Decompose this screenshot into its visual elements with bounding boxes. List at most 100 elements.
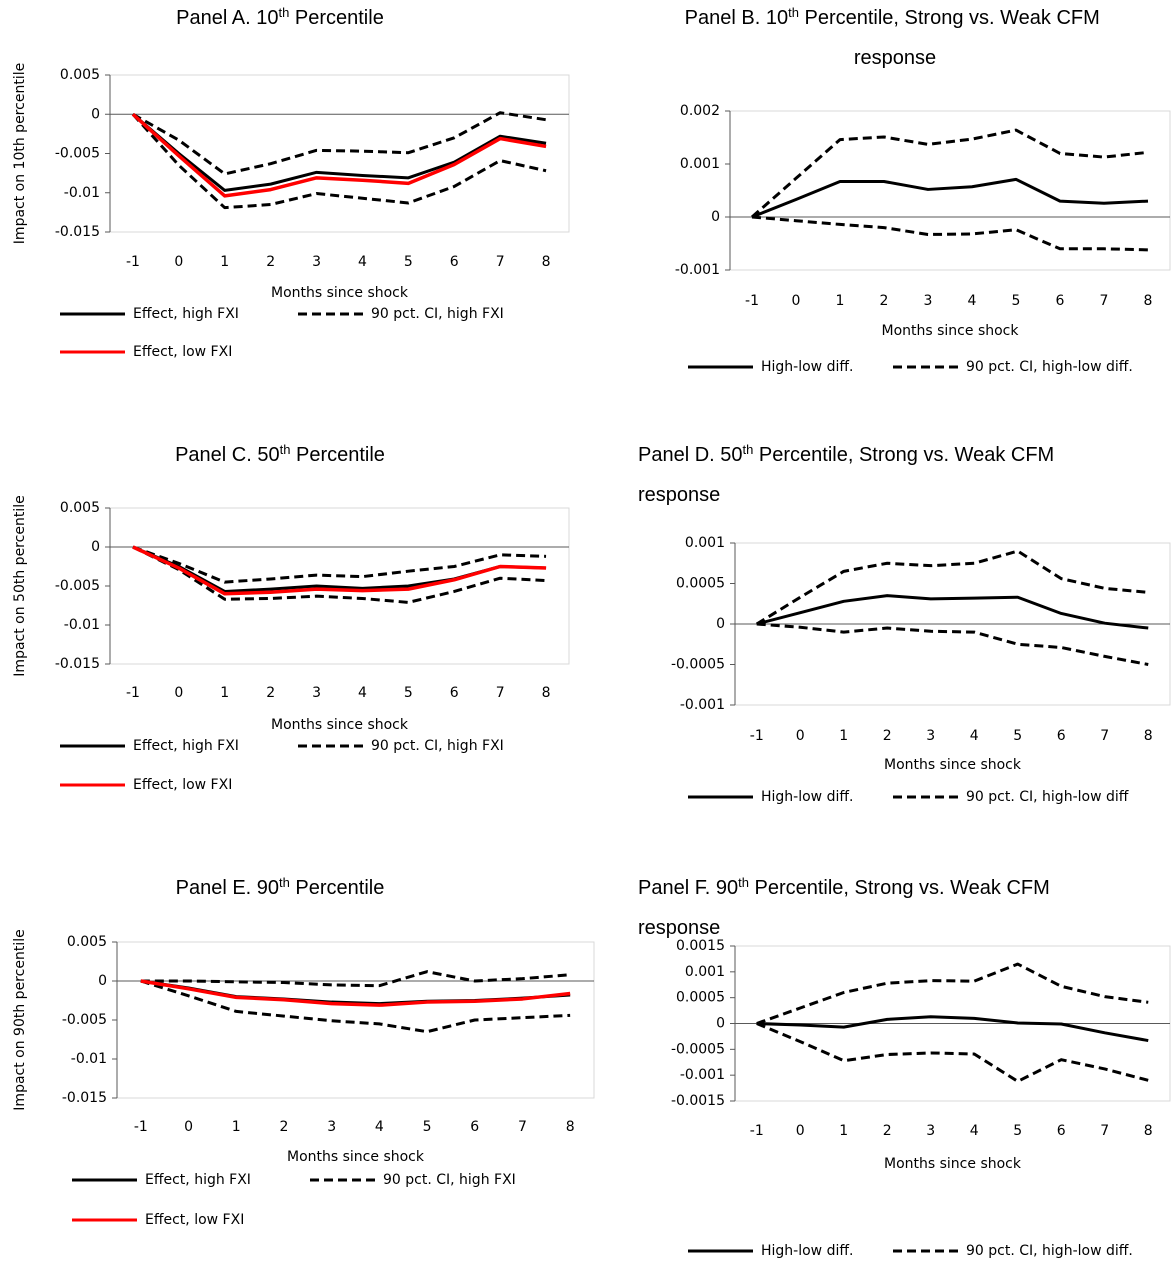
- x-tick-label: 7: [496, 254, 505, 270]
- x-tick-label: -1: [750, 728, 764, 744]
- x-axis-title: Months since shock: [271, 285, 409, 301]
- series-line: [131, 113, 547, 210]
- plot-frame: [729, 110, 1171, 271]
- legend-label: 90 pct. CI, high-low diff.: [966, 359, 1133, 375]
- panel: Panel B. 10th Percentile, Strong vs. Wea…: [675, 5, 1171, 375]
- x-tick-label: 1: [220, 685, 229, 701]
- panel: Panel A. 10th Percentile 0.005 0 -0.005 -0.0…: [12, 5, 570, 360]
- legend-label: Effect, low FXI: [133, 344, 232, 360]
- series-line: [132, 545, 547, 596]
- series-line: [751, 177, 1149, 219]
- x-tick-label: 2: [279, 1119, 288, 1135]
- x-axis-title: Months since shock: [884, 757, 1022, 773]
- x-tick-label: 0: [796, 728, 805, 744]
- y-tick-label: 0.005: [60, 67, 100, 83]
- y-tick-label: 0.001: [685, 964, 725, 980]
- series-line: [756, 594, 1149, 630]
- x-tick-label: 1: [232, 1119, 241, 1135]
- x-tick-label: 1: [839, 1123, 848, 1139]
- y-tick-label: -0.001: [680, 1067, 725, 1083]
- legend-label: High-low diff.: [761, 1243, 853, 1259]
- legend-label: Effect, low FXI: [133, 777, 232, 793]
- y-tick-label: 0.002: [680, 103, 720, 119]
- legend-label: 90 pct. CI, high-low diff.: [966, 1243, 1133, 1259]
- x-tick-label: 3: [926, 728, 935, 744]
- y-axis-title: Impact on 10th percentile: [12, 63, 28, 244]
- y-tick-label: -0.01: [64, 185, 100, 201]
- y-tick-label: 0: [98, 973, 107, 989]
- x-tick-label: 0: [174, 685, 183, 701]
- x-tick-label: 8: [542, 685, 551, 701]
- y-tick-label: 0: [716, 1016, 725, 1032]
- x-tick-label: 5: [404, 254, 413, 270]
- x-tick-label: 6: [1057, 728, 1066, 744]
- x-tick-label: 5: [1013, 1123, 1022, 1139]
- legend-label: High-low diff.: [761, 359, 853, 375]
- y-tick-label: -0.001: [680, 697, 725, 713]
- y-tick-label: -0.0005: [671, 657, 725, 673]
- legend-label: Effect, low FXI: [145, 1212, 244, 1228]
- x-tick-label: 1: [839, 728, 848, 744]
- x-tick-label: 6: [450, 254, 459, 270]
- x-axis-title: Months since shock: [884, 1156, 1022, 1172]
- x-tick-label: 8: [566, 1119, 575, 1135]
- y-tick-label: -0.0005: [671, 1041, 725, 1057]
- x-tick-label: 2: [883, 1123, 892, 1139]
- x-tick-label: 7: [1100, 1123, 1109, 1139]
- y-tick-label: -0.001: [675, 262, 720, 278]
- x-tick-label: 8: [542, 254, 551, 270]
- y-tick-label: 0.001: [680, 156, 720, 172]
- x-tick-label: 2: [266, 685, 275, 701]
- panel-title: Panel E. 90th Percentile: [176, 875, 385, 900]
- legend-label: Effect, high FXI: [133, 738, 239, 754]
- series-line: [751, 215, 1149, 252]
- x-tick-label: 3: [924, 293, 933, 309]
- y-tick-label: -0.015: [62, 1090, 107, 1106]
- x-tick-label: 7: [496, 685, 505, 701]
- y-tick-label: -0.01: [64, 617, 100, 633]
- series-line: [140, 979, 571, 1007]
- y-tick-label: -0.005: [62, 1012, 107, 1028]
- y-tick-label: -0.005: [55, 578, 100, 594]
- series-line: [756, 962, 1149, 1025]
- legend-label: Effect, high FXI: [133, 306, 239, 322]
- x-tick-label: 6: [450, 685, 459, 701]
- x-tick-label: 6: [1056, 293, 1065, 309]
- x-tick-label: 2: [266, 254, 275, 270]
- panel: Panel C. 50th Percentile 0.005 0 -0.005 -0.0…: [12, 442, 570, 793]
- y-tick-label: 0: [91, 539, 100, 555]
- x-tick-label: 8: [1144, 1123, 1153, 1139]
- panel-title: Panel A. 10th Percentile: [176, 5, 384, 30]
- series-line: [755, 549, 1149, 626]
- x-tick-label: 4: [970, 1123, 979, 1139]
- x-tick-label: 4: [970, 728, 979, 744]
- x-tick-label: 2: [880, 293, 889, 309]
- y-tick-label: 0: [716, 616, 725, 632]
- x-tick-label: 8: [1144, 728, 1153, 744]
- y-tick-label: 0.0005: [676, 576, 725, 592]
- x-tick-label: 1: [836, 293, 845, 309]
- x-tick-label: 3: [312, 254, 321, 270]
- x-tick-label: 4: [358, 685, 367, 701]
- x-tick-label: 3: [926, 1123, 935, 1139]
- x-tick-label: 6: [470, 1119, 479, 1135]
- y-tick-label: 0.001: [685, 535, 725, 551]
- y-tick-label: -0.015: [55, 656, 100, 672]
- x-tick-label: -1: [126, 685, 140, 701]
- panel: Panel D. 50th Percentile, Strong vs. Wea…: [638, 442, 1171, 805]
- series-line: [131, 112, 547, 198]
- y-tick-label: -0.015: [55, 224, 100, 240]
- x-tick-label: 7: [518, 1119, 527, 1135]
- x-tick-label: 3: [312, 685, 321, 701]
- x-axis-title: Months since shock: [287, 1149, 425, 1165]
- panel-title: Panel D. 50th Percentile, Strong vs. Wea…: [638, 442, 1060, 507]
- y-tick-label: 0.0005: [676, 990, 725, 1006]
- series-line: [756, 1015, 1149, 1043]
- series-line: [140, 979, 571, 1034]
- x-tick-label: 8: [1144, 293, 1153, 309]
- series-line: [751, 128, 1149, 219]
- x-tick-label: 0: [792, 293, 801, 309]
- panel: Panel F. 90th Percentile, Strong vs. Wea…: [638, 875, 1171, 1259]
